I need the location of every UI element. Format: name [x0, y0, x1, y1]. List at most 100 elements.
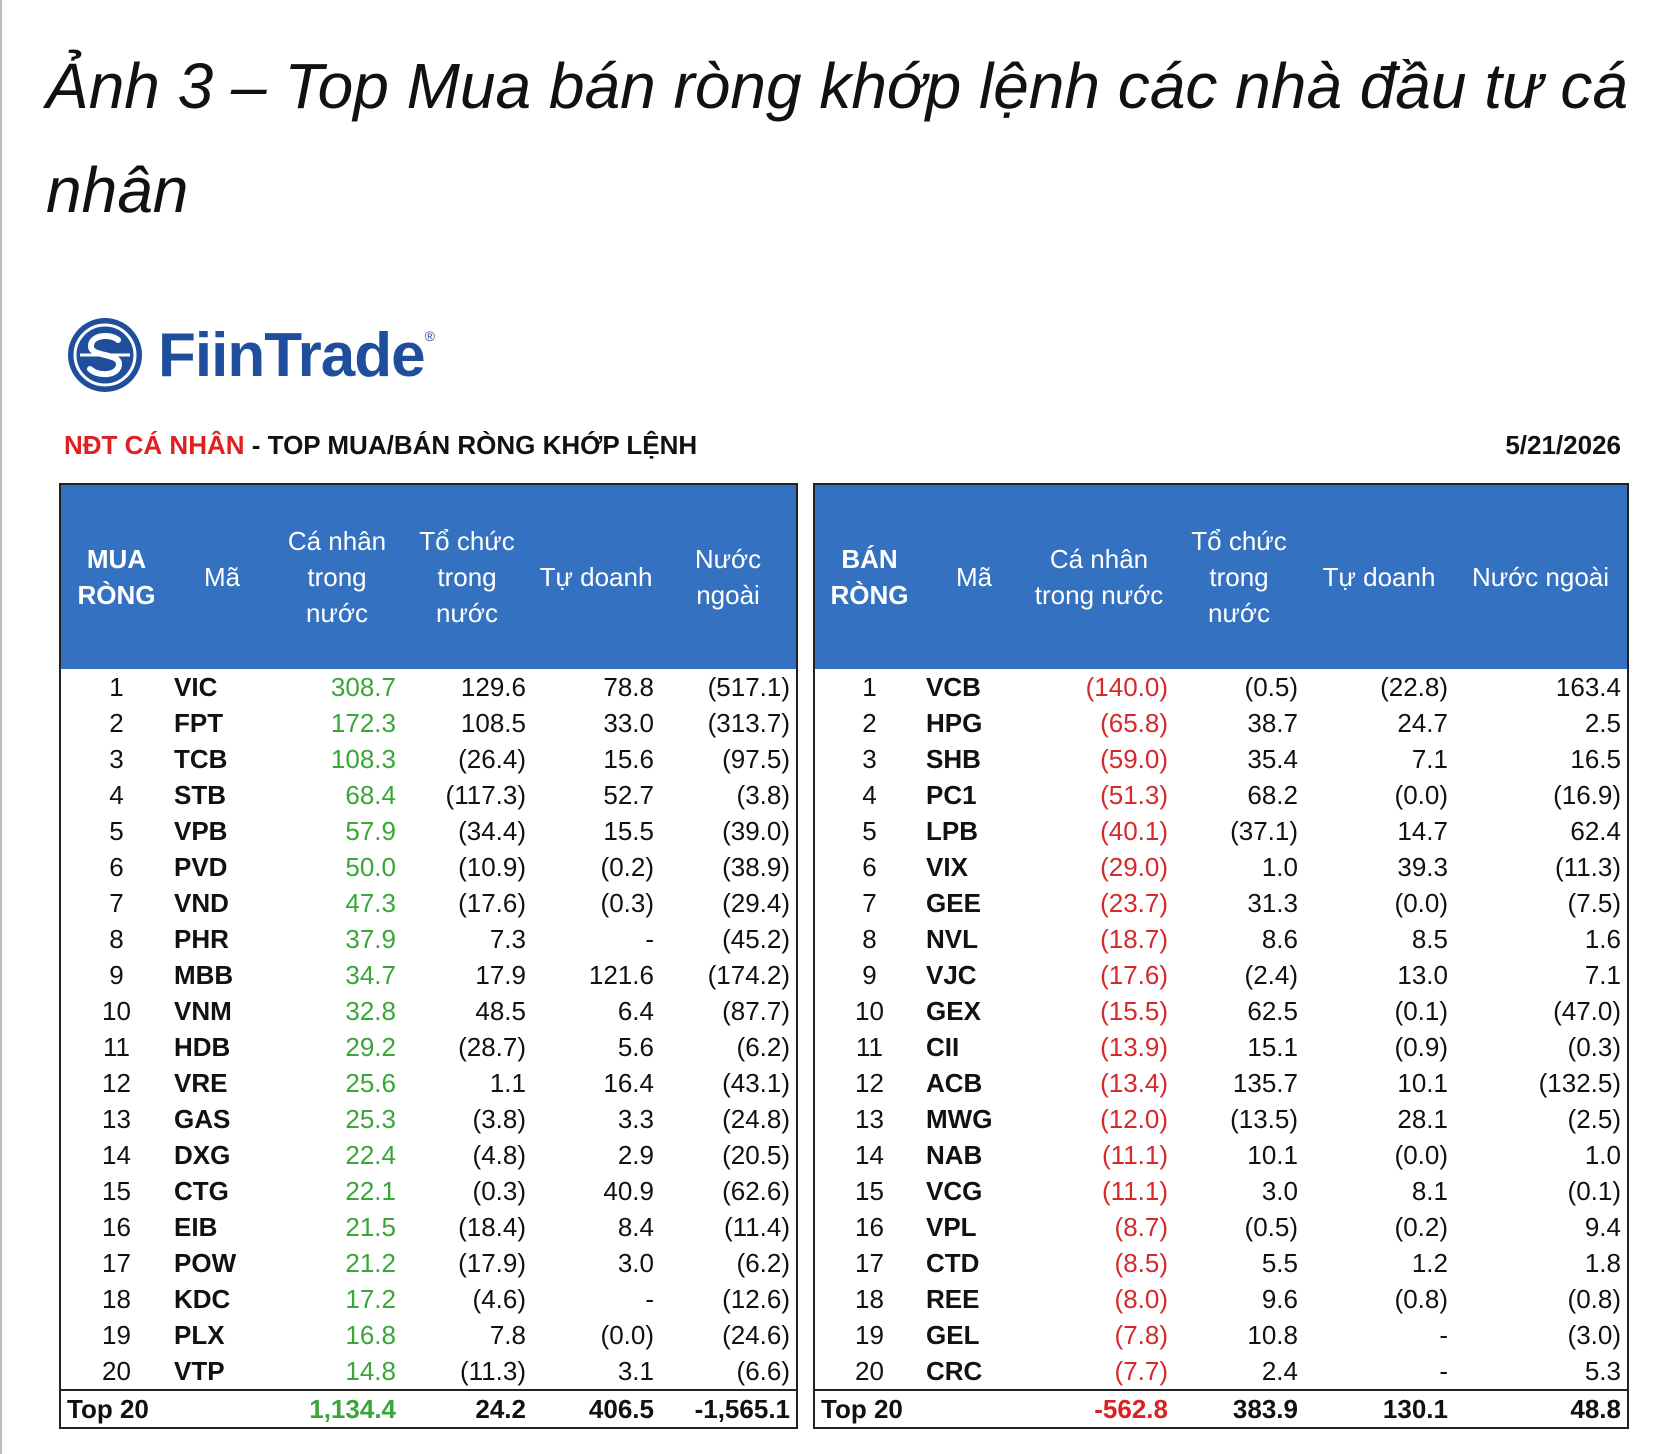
cell: GAS: [174, 1104, 231, 1134]
cell: 11: [856, 1032, 883, 1062]
row: 5 VPB 57.9 (34.4) 15.5 (39.0): [60, 813, 797, 849]
cell: (6.2): [736, 1248, 790, 1278]
cell: NAB: [926, 1140, 983, 1170]
cell: 16: [102, 1212, 131, 1242]
cell: MWG: [926, 1104, 993, 1134]
cell: 172.3: [330, 708, 396, 738]
cell: HDB: [174, 1032, 231, 1062]
cell: (17.6): [458, 888, 526, 918]
cell: 20: [102, 1356, 131, 1386]
total-cell: 130.1: [1304, 1389, 1454, 1428]
cell: (7.8): [1114, 1320, 1168, 1350]
cell: 8: [109, 924, 124, 954]
cell: (517.1): [707, 672, 790, 702]
cell: (13.9): [1100, 1032, 1168, 1062]
cell: (45.2): [722, 924, 790, 954]
column-header: Cá nhân trong nước: [1024, 484, 1174, 669]
logo: FiinTrade ®: [66, 316, 435, 394]
cell: 129.6: [460, 672, 526, 702]
cell: PVD: [174, 852, 228, 882]
cell: POW: [174, 1248, 237, 1278]
total-cell: Top 20: [814, 1389, 1024, 1428]
cell: (40.1): [1100, 816, 1168, 846]
row: 20 CRC (7.7) 2.4 - 5.3: [814, 1353, 1628, 1390]
column-header: Mã: [924, 484, 1024, 669]
cell: 6: [109, 852, 124, 882]
cell: (0.1): [1567, 1176, 1621, 1206]
cell: 17.9: [475, 960, 526, 990]
cell: (0.0): [1394, 1140, 1448, 1170]
table-heading: NĐT CÁ NHÂN - TOP MUA/BÁN RÒNG KHỚP LỆNH: [64, 430, 697, 461]
cell: (140.0): [1085, 672, 1168, 702]
total-cell: 24.2: [402, 1389, 532, 1428]
cell: 121.6: [588, 960, 654, 990]
cell: (2.5): [1567, 1104, 1621, 1134]
cell: MBB: [174, 960, 234, 990]
cell: 1.6: [1584, 924, 1621, 954]
cell: 3.3: [617, 1104, 654, 1134]
cell: GEE: [926, 888, 981, 918]
row: 13 MWG (12.0) (13.5) 28.1 (2.5): [814, 1101, 1628, 1137]
cell: 8.5: [1411, 924, 1448, 954]
cell: (0.2): [600, 852, 654, 882]
cell: 52.7: [603, 780, 654, 810]
cell: 7.1: [1411, 744, 1448, 774]
cell: (0.5): [1244, 1212, 1298, 1242]
cell: 2: [862, 708, 877, 738]
row: 2 FPT 172.3 108.5 33.0 (313.7): [60, 705, 797, 741]
cell: GEL: [926, 1320, 980, 1350]
cell: 135.7: [1232, 1068, 1298, 1098]
cell: 21.5: [345, 1212, 396, 1242]
cell: 1.2: [1411, 1248, 1448, 1278]
cell: 163.4: [1555, 672, 1621, 702]
cell: 15.6: [603, 744, 654, 774]
cell: 62.4: [1570, 816, 1621, 846]
cell: 50.0: [345, 852, 396, 882]
cell: (0.0): [1394, 888, 1448, 918]
column-header: Cá nhân trong nước: [272, 484, 402, 669]
cell: 16: [855, 1212, 884, 1242]
row: 2 HPG (65.8) 38.7 24.7 2.5: [814, 705, 1628, 741]
cell: 9: [862, 960, 877, 990]
cell: 3.0: [617, 1248, 654, 1278]
cell: 15.1: [1247, 1032, 1298, 1062]
cell: 25.3: [345, 1104, 396, 1134]
cell: -: [645, 924, 654, 954]
cell: (22.8): [1380, 672, 1448, 702]
cell: 8: [862, 924, 877, 954]
cell: 1.1: [489, 1068, 526, 1098]
row: 12 ACB (13.4) 135.7 10.1 (132.5): [814, 1065, 1628, 1101]
total-cell: 406.5: [532, 1389, 660, 1428]
cell: (23.7): [1100, 888, 1168, 918]
row: 5 LPB (40.1) (37.1) 14.7 62.4: [814, 813, 1628, 849]
logo-icon: [68, 318, 142, 392]
row: 7 VND 47.3 (17.6) (0.3) (29.4): [60, 885, 797, 921]
cell: (12.6): [722, 1284, 790, 1314]
cell: (117.3): [445, 780, 526, 810]
cell: 40.9: [603, 1176, 654, 1206]
cell: GEX: [926, 996, 981, 1026]
logo-text: FiinTrade: [158, 320, 426, 390]
cell: (97.5): [722, 744, 790, 774]
row: 16 VPL (8.7) (0.5) (0.2) 9.4: [814, 1209, 1628, 1245]
cell: 24.7: [1397, 708, 1448, 738]
row: 12 VRE 25.6 1.1 16.4 (43.1): [60, 1065, 797, 1101]
cell: (20.5): [722, 1140, 790, 1170]
cell: 1.0: [1261, 852, 1298, 882]
cell: (313.7): [707, 708, 790, 738]
cell: 1.0: [1584, 1140, 1621, 1170]
row: 15 VCG (11.1) 3.0 8.1 (0.1): [814, 1173, 1628, 1209]
cell: 2.4: [1261, 1356, 1298, 1386]
cell: 25.6: [345, 1068, 396, 1098]
column-header: BÁN RÒNG: [814, 484, 924, 669]
cell: (6.6): [736, 1356, 790, 1386]
cell: (0.3): [600, 888, 654, 918]
cell: LPB: [926, 816, 978, 846]
cell: (174.2): [707, 960, 790, 990]
cell: (6.2): [736, 1032, 790, 1062]
cell: CII: [926, 1032, 960, 1062]
cell: TCB: [174, 744, 228, 774]
cell: 16.4: [603, 1068, 654, 1098]
